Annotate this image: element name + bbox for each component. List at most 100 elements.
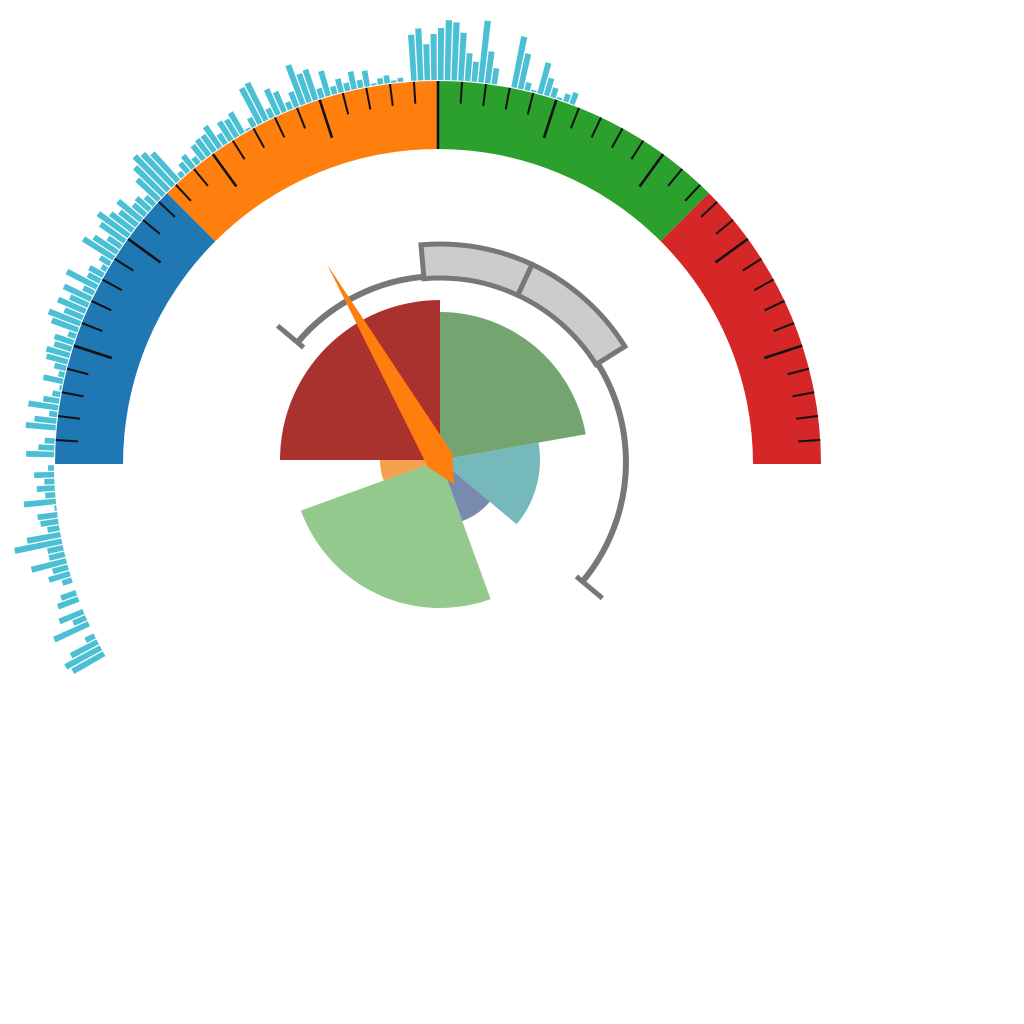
major-tick (73, 344, 113, 360)
minor-tick (66, 367, 89, 376)
radial-bar (245, 126, 251, 132)
radial-bar (72, 615, 88, 626)
radial-bar (491, 67, 500, 85)
radial-bar (288, 91, 300, 108)
radial-bar (132, 165, 166, 198)
radial-bar (98, 221, 127, 244)
minor-tick (175, 184, 192, 202)
radial-bar (37, 511, 58, 521)
radial-bar (62, 283, 93, 302)
scale-segment (514, 261, 629, 368)
minor-tick (611, 127, 624, 149)
radial-bar (57, 370, 66, 378)
radial-bar (272, 90, 287, 114)
radial-bar (458, 32, 467, 81)
radial-bar (67, 331, 77, 339)
radial-bar (246, 116, 257, 129)
radial-bar (438, 28, 445, 81)
radial-bar (191, 155, 201, 166)
radial-bar (30, 558, 68, 573)
radial-bar (26, 450, 55, 458)
radial-bar-series (14, 20, 579, 674)
radial-bar (45, 353, 69, 365)
radial-bar (100, 264, 109, 272)
needle-layer (327, 264, 454, 485)
radial-bar (285, 64, 306, 106)
minor-tick (569, 107, 580, 129)
major-tick (127, 237, 162, 264)
radial-bar (50, 317, 80, 333)
radial-bar (265, 107, 275, 119)
radial-bar (42, 374, 64, 385)
radial-bar (478, 20, 491, 83)
minor-tick (55, 438, 78, 443)
radial-bar (26, 531, 62, 544)
radial-scale (275, 241, 629, 601)
radial-bar (34, 415, 57, 424)
radial-bar (140, 151, 176, 188)
minor-tick (796, 415, 819, 420)
scale-end-tick (275, 323, 306, 350)
radial-bar (118, 209, 139, 228)
gauge-band (660, 193, 821, 464)
radial-bar (54, 505, 57, 512)
radial-bar (296, 72, 312, 104)
minor-tick (792, 391, 815, 398)
radial-bar (84, 633, 96, 643)
minor-tick (341, 92, 350, 115)
radial-bar (14, 538, 63, 554)
radial-bar (451, 22, 460, 81)
radial-bar (216, 132, 228, 146)
minor-tick (114, 257, 134, 272)
radial-bar (69, 639, 99, 659)
radial-bar (98, 255, 112, 267)
minor-tick (459, 81, 464, 104)
radial-bar (329, 85, 338, 95)
radial-bar (430, 34, 437, 81)
minor-tick (91, 300, 112, 312)
radial-bar (45, 345, 71, 359)
gauge-band (438, 81, 709, 242)
polar-slice (440, 312, 586, 460)
radial-bar (216, 120, 234, 142)
minor-tick (798, 438, 821, 443)
radial-bar (202, 124, 223, 150)
gauge-band (167, 81, 438, 242)
radial-bar (180, 153, 196, 170)
radial-bar (131, 202, 148, 218)
radial-bar (47, 525, 60, 533)
radial-bar (86, 272, 102, 284)
radial-bar (51, 390, 61, 398)
radial-bar (200, 133, 217, 154)
radial-bar (178, 161, 191, 175)
radial-bar (71, 651, 106, 674)
radial-bar (48, 410, 58, 418)
radial-bar (58, 608, 85, 625)
radial-bar (150, 151, 181, 184)
radial-bar (34, 471, 55, 479)
radial-bar (48, 551, 66, 561)
radial-bar (511, 36, 528, 89)
polar-slice (300, 460, 491, 608)
minor-tick (590, 117, 602, 138)
polar-area-chart (280, 300, 586, 608)
radial-bar (543, 77, 555, 97)
radial-bar (134, 195, 152, 213)
gauge-band (55, 193, 216, 464)
radial-bar (423, 44, 431, 81)
minor-tick (61, 391, 84, 398)
gauge-ticks (55, 81, 821, 443)
radial-bar (45, 491, 56, 499)
radial-bar (106, 235, 123, 250)
radial-bar (61, 577, 73, 586)
polar-slice (440, 442, 540, 525)
minor-tick (715, 219, 734, 235)
radial-bar (563, 93, 571, 103)
radial-bar (550, 87, 559, 99)
radial-bar (415, 28, 424, 81)
minor-tick (526, 92, 535, 115)
minor-tick (684, 184, 701, 202)
radial-bar (177, 170, 186, 179)
radial-bar (23, 498, 57, 508)
